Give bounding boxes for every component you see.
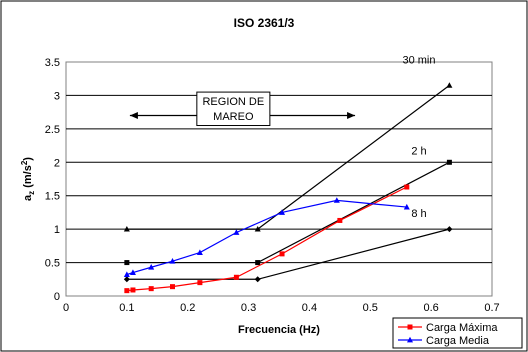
y-tick-label: 3.5	[45, 57, 60, 69]
region-label-text: MAREO	[213, 111, 254, 123]
data-point	[337, 217, 343, 223]
reference-marker	[446, 226, 453, 233]
y-tick-label: 3	[54, 90, 60, 102]
x-tick-label: 0.7	[484, 302, 499, 314]
data-point	[169, 258, 176, 264]
data-point	[279, 209, 286, 215]
y-tick-label: 0	[54, 291, 60, 303]
data-point	[148, 264, 155, 270]
data-point	[170, 284, 175, 290]
x-axis-title: Frecuencia (Hz)	[238, 324, 320, 336]
data-series	[123, 184, 410, 294]
region-label-box	[196, 91, 271, 127]
legend-label: Carga Máxima	[426, 322, 498, 334]
region-arrowhead-left	[129, 111, 138, 119]
region-annotation: REGION DE MAREO	[129, 91, 356, 127]
data-point	[130, 287, 136, 293]
data-point	[404, 184, 410, 190]
data-point	[333, 197, 340, 203]
reference-line-label: 2 h	[411, 145, 426, 157]
x-tick-label: 0.1	[119, 302, 134, 314]
data-point	[148, 286, 154, 292]
reference-marker	[124, 260, 130, 266]
y-tick-label: 2	[54, 157, 60, 169]
x-axis-ticks: 0 0.1 0.2 0.3 0.4 0.5 0.6 0.7	[63, 302, 500, 314]
reference-line-label: 8 h	[411, 208, 426, 220]
y-tick-label: 2.5	[45, 124, 60, 136]
x-tick-label: 0	[63, 302, 69, 314]
data-point	[123, 271, 130, 278]
reference-marker	[446, 159, 452, 165]
region-arrowhead-right	[347, 111, 356, 119]
x-tick-label: 0.2	[180, 302, 195, 314]
x-tick-label: 0.5	[363, 302, 378, 314]
data-point	[197, 280, 203, 286]
x-tick-label: 0.3	[241, 302, 256, 314]
data-point	[279, 251, 285, 257]
reference-marker	[123, 276, 130, 283]
reference-marker	[254, 276, 261, 283]
plot-area	[65, 61, 493, 297]
y-axis-ticks: 0 0.5 1 1.5 2 2.5 3 3.5	[45, 57, 60, 303]
y-axis-title: az (m/s2)	[20, 157, 36, 201]
reference-lines: 30 min 2 h 8 h	[123, 54, 453, 283]
reference-line-label: 30 min	[402, 54, 435, 66]
legend-marker	[407, 324, 413, 330]
data-point	[196, 249, 203, 255]
data-point	[233, 274, 239, 280]
reference-marker	[123, 225, 130, 232]
y-tick-label: 1.5	[45, 191, 60, 203]
data-point	[129, 269, 136, 275]
data-point	[124, 288, 130, 294]
region-label-text: REGION DE	[202, 96, 264, 108]
legend-marker	[407, 336, 413, 343]
data-point	[233, 229, 240, 235]
legend-box	[392, 317, 523, 349]
x-tick-label: 0.6	[423, 302, 438, 314]
x-tick-label: 0.4	[302, 302, 317, 314]
reference-marker	[254, 225, 261, 232]
chart-title: ISO 2361/3	[234, 16, 295, 30]
reference-marker	[255, 260, 261, 266]
data-point	[403, 203, 410, 210]
legend-label: Carga Media	[426, 335, 490, 347]
y-tick-label: 1	[54, 224, 60, 236]
reference-marker	[446, 82, 453, 88]
y-tick-label: 0.5	[45, 258, 60, 270]
